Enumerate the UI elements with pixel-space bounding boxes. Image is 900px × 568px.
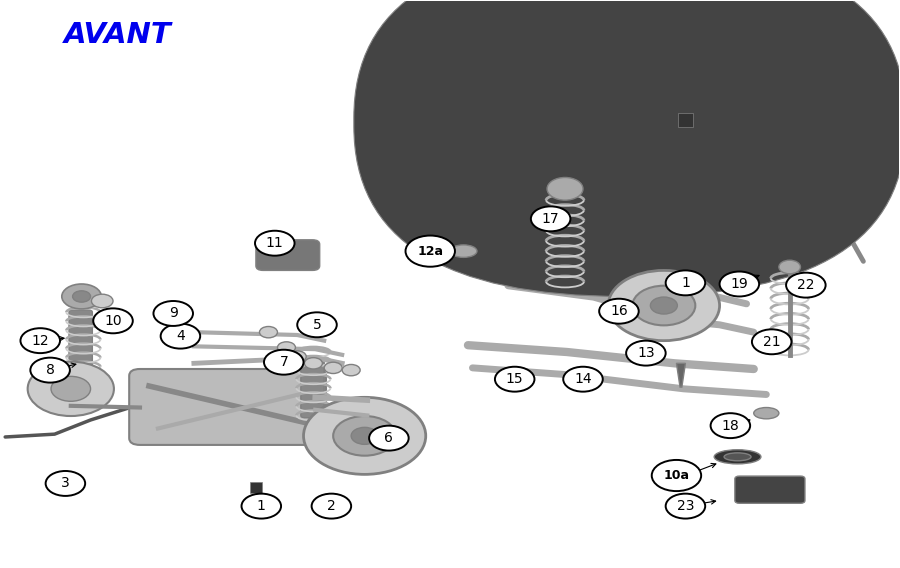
Circle shape — [288, 351, 306, 362]
Circle shape — [303, 398, 426, 474]
Circle shape — [311, 494, 351, 519]
Text: 10a: 10a — [663, 469, 689, 482]
Text: 17: 17 — [542, 212, 560, 226]
Circle shape — [264, 350, 303, 375]
Text: 23: 23 — [677, 499, 694, 513]
Circle shape — [666, 270, 706, 295]
Text: 3: 3 — [61, 477, 70, 490]
Ellipse shape — [450, 245, 477, 257]
Circle shape — [633, 286, 696, 325]
Circle shape — [626, 341, 666, 366]
Text: 2: 2 — [327, 499, 336, 513]
Circle shape — [259, 327, 277, 338]
Circle shape — [324, 362, 342, 374]
Text: 4: 4 — [176, 329, 184, 343]
Circle shape — [599, 299, 639, 324]
Circle shape — [651, 297, 678, 314]
Circle shape — [652, 460, 701, 491]
Circle shape — [752, 329, 791, 354]
Circle shape — [563, 367, 603, 392]
Circle shape — [154, 301, 193, 326]
FancyBboxPatch shape — [679, 114, 693, 127]
FancyBboxPatch shape — [256, 240, 320, 270]
Circle shape — [51, 377, 91, 401]
Text: 15: 15 — [506, 372, 524, 386]
Text: 1: 1 — [681, 276, 690, 290]
Text: AVANT: AVANT — [64, 20, 171, 48]
Text: 22: 22 — [797, 278, 814, 292]
Circle shape — [666, 494, 706, 519]
Circle shape — [531, 206, 571, 231]
Circle shape — [94, 308, 133, 333]
Text: 12: 12 — [32, 333, 49, 348]
Circle shape — [277, 342, 295, 353]
Circle shape — [711, 413, 750, 438]
Text: 14: 14 — [574, 372, 592, 386]
FancyBboxPatch shape — [301, 357, 324, 417]
Circle shape — [720, 272, 759, 296]
Circle shape — [406, 236, 454, 267]
Circle shape — [342, 365, 360, 376]
Circle shape — [255, 231, 294, 256]
Text: 21: 21 — [763, 335, 780, 349]
Circle shape — [547, 177, 583, 200]
Circle shape — [46, 471, 86, 496]
FancyBboxPatch shape — [130, 369, 326, 445]
Text: 10: 10 — [104, 314, 122, 328]
Text: ARRIERE: ARRIERE — [713, 20, 852, 48]
Polygon shape — [677, 364, 686, 387]
Text: 13: 13 — [637, 346, 654, 360]
Circle shape — [31, 358, 70, 383]
FancyBboxPatch shape — [249, 482, 262, 493]
Text: 19: 19 — [731, 277, 748, 291]
Ellipse shape — [724, 453, 751, 461]
Circle shape — [786, 273, 825, 298]
Circle shape — [62, 284, 102, 309]
Circle shape — [351, 427, 378, 444]
Text: 9: 9 — [169, 307, 177, 320]
FancyBboxPatch shape — [69, 310, 93, 377]
Circle shape — [608, 270, 720, 341]
Ellipse shape — [715, 450, 760, 464]
Text: 11: 11 — [266, 236, 284, 250]
Circle shape — [333, 416, 396, 456]
Circle shape — [160, 324, 200, 349]
FancyBboxPatch shape — [354, 0, 900, 296]
Text: 1: 1 — [256, 499, 266, 513]
Circle shape — [92, 294, 113, 308]
Text: 5: 5 — [312, 318, 321, 332]
FancyBboxPatch shape — [735, 476, 805, 503]
Text: 8: 8 — [46, 363, 55, 377]
Circle shape — [241, 494, 281, 519]
Text: 16: 16 — [610, 304, 628, 318]
Circle shape — [297, 312, 337, 337]
Circle shape — [28, 362, 114, 416]
Circle shape — [495, 367, 535, 392]
Text: 6: 6 — [384, 431, 393, 445]
Circle shape — [304, 358, 322, 369]
Text: 7: 7 — [279, 355, 288, 369]
Circle shape — [369, 425, 409, 450]
Circle shape — [778, 260, 800, 274]
Ellipse shape — [753, 407, 778, 419]
Circle shape — [73, 291, 91, 302]
Circle shape — [21, 328, 60, 353]
Text: 18: 18 — [722, 419, 739, 433]
Text: 12a: 12a — [418, 245, 443, 258]
